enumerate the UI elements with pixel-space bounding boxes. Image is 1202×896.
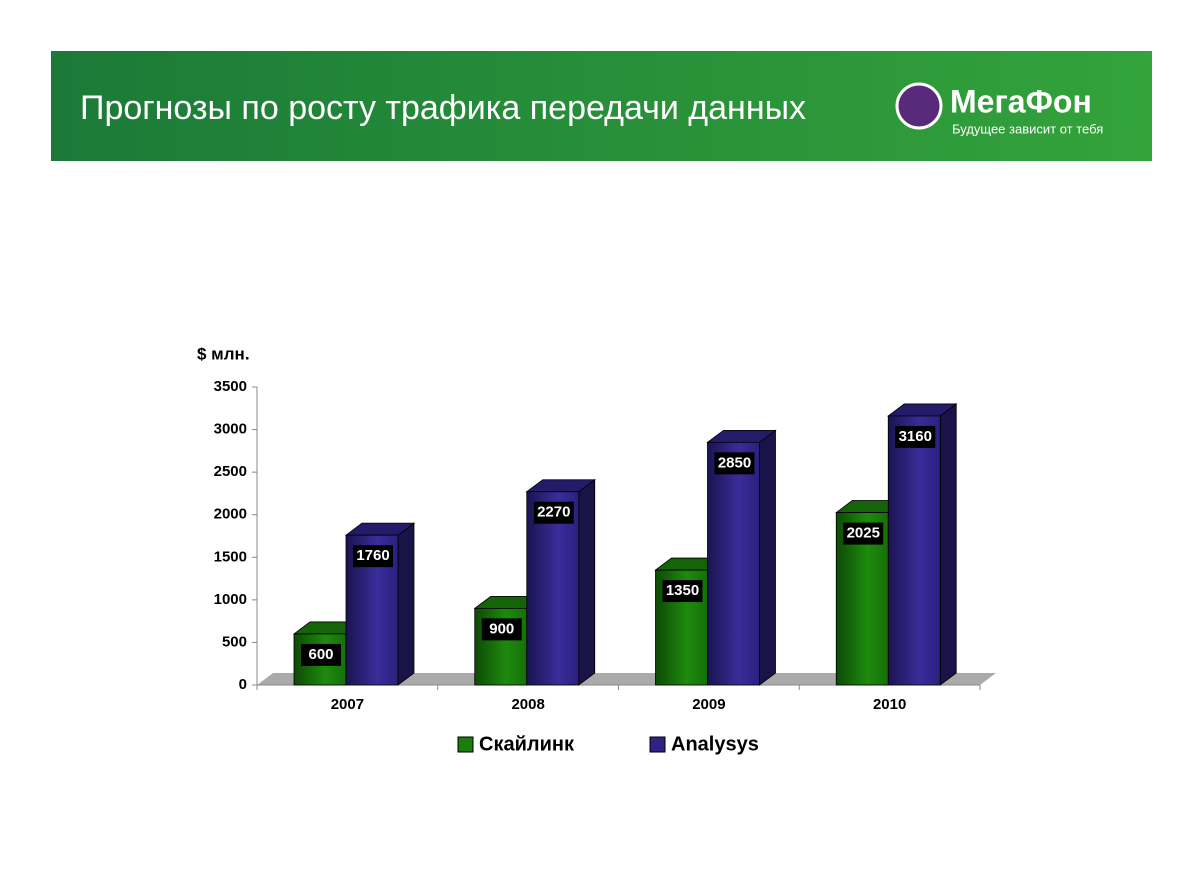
bar-side [939,403,957,686]
slide-title: Прогнозы по росту трафика передачи данны… [80,89,806,127]
value-label: 900 [489,620,514,637]
y-tick-label: 3500 [214,378,247,395]
legend-label: Analysys [671,733,759,755]
value-label: 2025 [847,525,880,542]
value-label: 3160 [899,428,932,445]
x-tick-label: 2009 [692,696,725,713]
logo-slogan: Будущее зависит от тебя [952,121,1103,136]
value-label-bg [714,452,755,475]
legend-swatch [649,736,666,753]
value-label-bg [301,643,341,666]
value-label-bg [662,580,703,603]
value-label: 1760 [356,547,389,564]
logo-icon [895,82,943,130]
y-tick-label: 1000 [214,591,247,608]
bar [887,415,941,686]
x-tick-label: 2010 [873,696,906,713]
bar [526,491,580,686]
value-label-bg [895,425,936,448]
bar-side [578,478,596,686]
bar-side [397,522,415,686]
bar-side [759,429,776,686]
y-tick-label: 2500 [214,463,247,480]
value-label-bg [353,545,393,568]
header-banner [51,51,1152,161]
y-tick-label: 500 [222,633,247,650]
value-label: 600 [308,646,333,663]
y-tick-label: 3000 [214,421,247,438]
logo-text: МегаФон [950,83,1092,119]
value-label-bg [843,522,884,545]
value-label: 2270 [537,504,570,521]
y-tick-label: 1500 [214,548,247,565]
floor [257,673,996,685]
value-label: 2850 [718,454,751,471]
x-tick-label: 2007 [331,696,364,713]
x-tick-label: 2008 [511,696,544,713]
y-tick-label: 0 [239,676,247,693]
legend-swatch [457,736,474,753]
y-tick-label: 2000 [214,506,247,523]
legend-label: Скайлинк [479,733,575,755]
value-label: 1350 [666,582,699,599]
value-label-bg [533,501,574,524]
y-axis-label: $ млн. [197,344,250,363]
bar [707,441,760,686]
value-label-bg [481,618,522,641]
